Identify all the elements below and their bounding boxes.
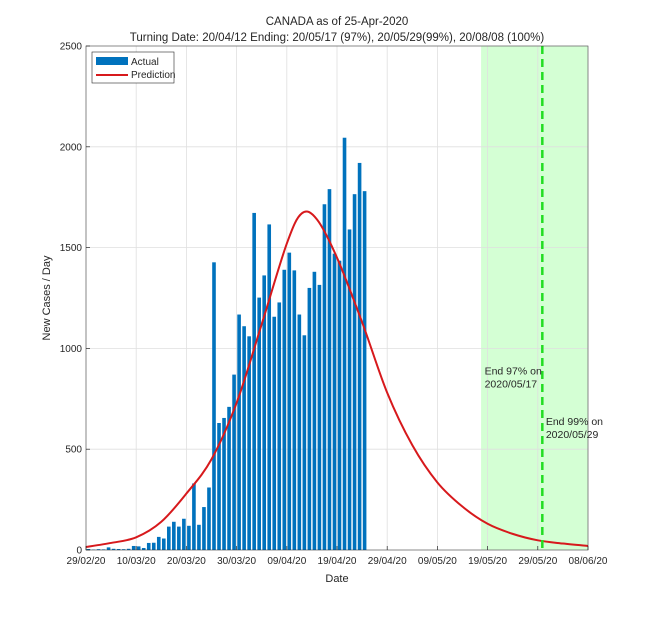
- bar-actual: [362, 191, 367, 551]
- bar-actual: [106, 547, 111, 550]
- bar-actual: [146, 542, 151, 550]
- bar-actual: [202, 507, 206, 550]
- bar-actual: [182, 518, 186, 550]
- bar-actual: [332, 253, 337, 550]
- bar-actual: [156, 536, 161, 550]
- x-tick-label: 10/03/20: [117, 556, 156, 567]
- bar-actual: [237, 314, 241, 550]
- bar-actual: [197, 524, 201, 550]
- bar-actual: [252, 212, 256, 550]
- bar-actual: [282, 269, 287, 550]
- bar-actual: [337, 260, 342, 550]
- bar-actual: [207, 487, 211, 550]
- x-tick-label: 19/04/20: [318, 556, 357, 567]
- bar-actual: [96, 549, 101, 550]
- bar-actual: [177, 526, 181, 550]
- annotation-99-line1: End 99% on: [546, 416, 603, 428]
- y-tick-label: 0: [76, 546, 82, 557]
- bar-actual: [172, 521, 176, 550]
- y-tick-label: 1500: [60, 243, 83, 254]
- bar-actual: [217, 422, 221, 550]
- x-tick-label: 09/04/20: [267, 556, 306, 567]
- bar-actual: [292, 270, 297, 550]
- x-tick-label: 08/06/20: [569, 556, 608, 567]
- legend: Actual Prediction: [91, 51, 175, 84]
- actual-bars: [86, 137, 367, 551]
- y-tick-label: 500: [65, 445, 82, 456]
- bar-actual: [212, 262, 216, 550]
- y-axis: 0 500 1000 1500 2000 2500: [60, 42, 90, 557]
- bar-actual: [116, 548, 121, 550]
- annotation-99-line2: 2020/05/29: [546, 429, 599, 441]
- bar-actual: [86, 548, 91, 550]
- chart-title: CANADA as of 25-Apr-2020: [266, 16, 409, 28]
- y-tick-label: 2500: [60, 42, 83, 53]
- plot-area: End 97% on 2020/05/17 End 99% on 2020/05…: [85, 45, 604, 551]
- bar-actual: [111, 548, 116, 550]
- bar-actual: [222, 417, 226, 550]
- chart-subtitle: Turning Date: 20/04/12 Ending: 20/05/17 …: [130, 32, 545, 44]
- annotation-97-line2: 2020/05/17: [485, 379, 538, 391]
- bar-actual: [232, 374, 236, 550]
- legend-prediction-label: Prediction: [131, 70, 175, 81]
- x-tick-label: 29/02/20: [67, 556, 106, 567]
- bar-actual: [247, 336, 251, 550]
- bar-actual: [151, 542, 156, 550]
- annotation-97-line1: End 97% on: [485, 366, 542, 378]
- bar-actual: [322, 204, 327, 551]
- bar-actual: [272, 316, 277, 550]
- bar-actual: [161, 538, 166, 550]
- bar-actual: [307, 287, 312, 550]
- bar-actual: [277, 302, 282, 550]
- bar-actual: [347, 229, 352, 550]
- bar-actual: [317, 284, 322, 550]
- x-tick-label: 30/03/20: [217, 556, 256, 567]
- x-tick-label: 19/05/20: [468, 556, 507, 567]
- bar-actual: [167, 526, 171, 550]
- x-tick-label: 09/05/20: [418, 556, 457, 567]
- x-tick-label: 29/04/20: [368, 556, 407, 567]
- bar-actual: [192, 483, 196, 550]
- x-axis-label: Date: [325, 573, 348, 585]
- y-axis-label: New Cases / Day: [41, 255, 53, 340]
- bar-actual: [187, 525, 191, 550]
- bar-actual: [227, 406, 231, 550]
- prediction-line: [85, 210, 589, 548]
- y-tick-label: 2000: [60, 142, 83, 153]
- bar-actual: [302, 335, 307, 550]
- bar-actual: [126, 548, 131, 550]
- x-axis: 29/02/20 10/03/20 20/03/20 30/03/20 09/04/20…: [67, 546, 608, 567]
- bar-actual: [131, 545, 136, 550]
- bar-actual: [121, 549, 126, 550]
- bar-actual: [141, 547, 146, 550]
- bar-actual: [357, 162, 362, 551]
- y-tick-label: 1000: [60, 344, 83, 355]
- bar-actual: [267, 224, 272, 550]
- bar-actual: [297, 314, 302, 550]
- bar-actual: [242, 326, 246, 550]
- legend-actual-label: Actual: [131, 57, 159, 68]
- bar-actual: [342, 137, 347, 550]
- x-tick-label: 29/05/20: [518, 556, 557, 567]
- ending-window-shade: [481, 46, 588, 550]
- bar-actual: [262, 275, 267, 550]
- bar-actual: [257, 297, 261, 550]
- legend-actual-swatch: [96, 57, 128, 65]
- bar-actual: [287, 252, 292, 550]
- annotations: End 97% on 2020/05/17 End 99% on 2020/05…: [485, 366, 604, 441]
- bar-actual: [312, 271, 317, 550]
- x-tick-label: 20/03/20: [167, 556, 206, 567]
- bar-actual: [352, 194, 357, 550]
- bar-actual: [136, 546, 141, 550]
- bar-actual: [327, 189, 332, 551]
